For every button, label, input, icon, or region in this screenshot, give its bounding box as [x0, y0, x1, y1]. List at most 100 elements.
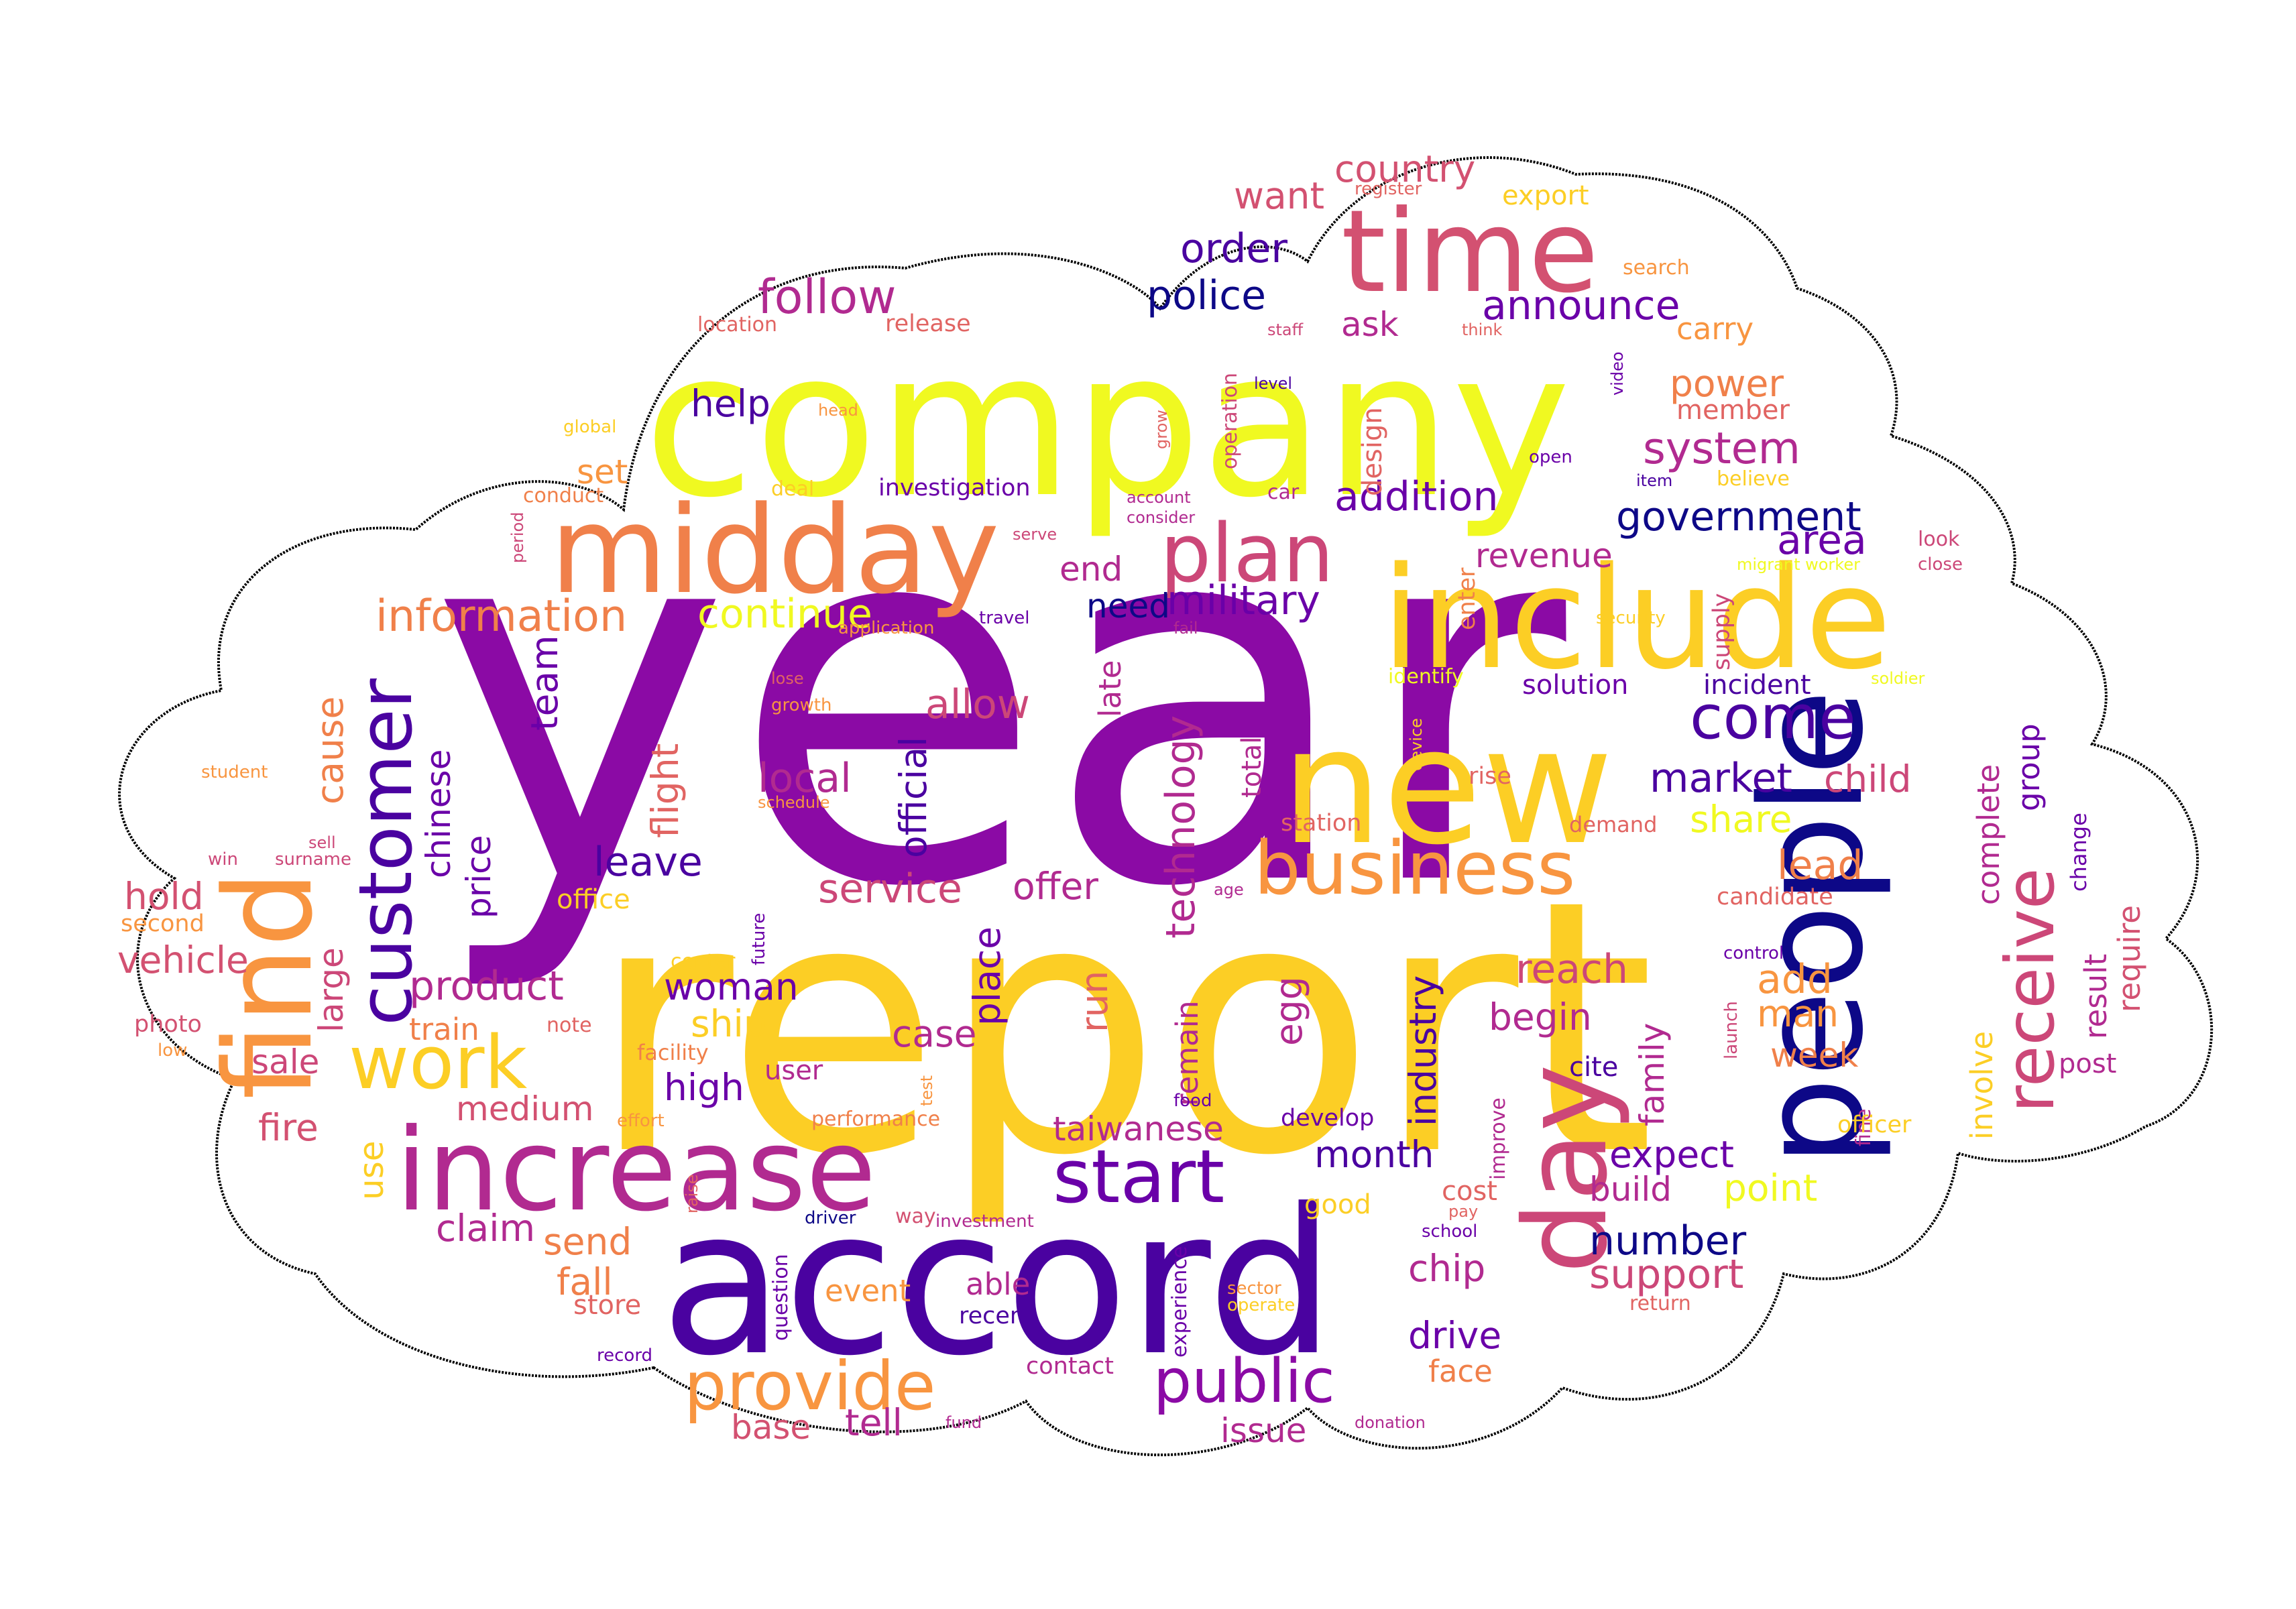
word-investigation: investigation: [878, 475, 1031, 502]
word-surname: surname: [275, 849, 351, 870]
word-driver: driver: [805, 1207, 856, 1228]
word-device: device: [1407, 718, 1426, 771]
word-deal: deal: [771, 477, 815, 501]
word-soldier: soldier: [1871, 669, 1925, 689]
word-serve: serve: [1013, 525, 1057, 544]
word-military: military: [1167, 577, 1320, 624]
word-growth: growth: [771, 695, 832, 715]
word-register: register: [1355, 178, 1422, 199]
word-government: government: [1616, 493, 1861, 540]
word-carry: carry: [1676, 311, 1754, 347]
word-solution: solution: [1522, 670, 1629, 701]
word-control: control: [1723, 943, 1784, 963]
word-face: face: [1428, 1354, 1493, 1390]
word-officer: officer: [1837, 1112, 1912, 1139]
word-record: record: [597, 1345, 653, 1366]
word-search: search: [1623, 256, 1690, 280]
word-area: area: [1777, 516, 1867, 564]
word-return: return: [1629, 1292, 1691, 1316]
word-plan: plan: [1160, 507, 1334, 601]
word-claim: claim: [436, 1206, 536, 1250]
word-share: share: [1690, 797, 1792, 841]
word-school: school: [1422, 1221, 1478, 1242]
word-vehicle: vehicle: [117, 938, 249, 981]
word-incident: incident: [1703, 670, 1811, 701]
word-tell: tell: [845, 1401, 903, 1444]
word-complete: complete: [1971, 764, 2007, 905]
word-item: item: [1636, 471, 1673, 491]
word-cause: cause: [308, 696, 351, 804]
word-price: price: [459, 835, 498, 918]
word-application: application: [838, 617, 935, 638]
word-event: event: [825, 1273, 911, 1309]
word-chinese: chinese: [419, 749, 458, 878]
word-low: low: [158, 1040, 188, 1061]
word-send: send: [543, 1219, 632, 1263]
word-revenue: revenue: [1475, 536, 1613, 575]
word-train: train: [409, 1012, 479, 1048]
word-base: base: [731, 1408, 811, 1447]
word-ship: ship: [691, 1002, 767, 1045]
word-way: way: [895, 1205, 936, 1229]
word-involve: involve: [1964, 1030, 2000, 1140]
word-experience: experience: [1168, 1246, 1192, 1358]
word-total: total: [1237, 736, 1268, 798]
word-lose: lose: [771, 669, 804, 689]
word-global: global: [563, 416, 617, 437]
word-able: able: [966, 1266, 1031, 1303]
word-period: period: [508, 512, 528, 563]
word-offer: offer: [1013, 864, 1098, 908]
word-operation: operation: [1218, 372, 1243, 469]
word-follow: follow: [758, 269, 897, 324]
word-fail: fail: [1173, 619, 1198, 638]
word-provide: provide: [684, 1347, 936, 1425]
word-raise: raise: [683, 1174, 702, 1213]
word-receive: receive: [1991, 868, 2069, 1113]
word-come: come: [1690, 682, 1856, 754]
word-leave: leave: [593, 838, 703, 886]
word-test: test: [917, 1075, 937, 1106]
word-public: public: [1153, 1346, 1335, 1417]
word-improve: improve: [1487, 1097, 1511, 1180]
word-facility: facility: [637, 1039, 709, 1065]
word-run: run: [1072, 970, 1116, 1032]
word-user: user: [764, 1055, 823, 1087]
word-schedule: schedule: [758, 793, 830, 813]
word-future: future: [748, 912, 769, 965]
word-week: week: [1770, 1036, 1859, 1075]
word-close: close: [1918, 554, 1963, 575]
word-note: note: [547, 1014, 592, 1038]
word-time: time: [1341, 185, 1599, 318]
word-grow: grow: [1152, 410, 1171, 449]
word-donation: donation: [1355, 1413, 1426, 1433]
word-age: age: [1214, 880, 1244, 900]
word-identify: identify: [1388, 665, 1464, 689]
word-order: order: [1180, 225, 1287, 272]
word-cost: cost: [1442, 1176, 1497, 1207]
word-allow: allow: [925, 680, 1030, 728]
word-candidate: candidate: [1717, 884, 1833, 911]
word-information: information: [376, 591, 628, 642]
word-system: system: [1643, 423, 1800, 474]
word-local: local: [758, 754, 852, 802]
word-fire: fire: [258, 1106, 319, 1149]
word-believe: believe: [1717, 467, 1790, 491]
word-late: late: [1092, 660, 1129, 717]
word-large: large: [312, 947, 351, 1032]
word-reach: reach: [1515, 945, 1629, 993]
word-include: include: [1381, 536, 1892, 701]
word-good: good: [1304, 1189, 1371, 1221]
word-country: country: [1334, 147, 1476, 190]
word-head: head: [818, 401, 858, 420]
word-build: build: [1589, 1170, 1672, 1209]
word-sell: sell: [308, 833, 336, 853]
word-report: report: [590, 825, 1656, 1232]
word-change: change: [2065, 813, 2091, 892]
word-station: station: [1281, 810, 1362, 837]
word-addition: addition: [1334, 473, 1499, 520]
word-second: second: [121, 910, 205, 938]
word-market: market: [1650, 754, 1792, 802]
word-start: start: [1053, 1133, 1225, 1219]
